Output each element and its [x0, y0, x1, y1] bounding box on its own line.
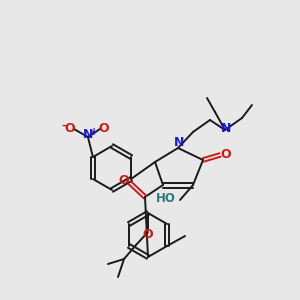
Text: O: O [64, 122, 75, 136]
Text: -: - [61, 121, 66, 131]
Text: N: N [174, 136, 184, 149]
Text: O: O [143, 227, 153, 241]
Text: O: O [221, 148, 231, 161]
Text: HO: HO [156, 191, 176, 205]
Text: +: + [90, 127, 98, 137]
Text: N: N [83, 128, 93, 142]
Text: O: O [99, 122, 109, 136]
Text: N: N [221, 122, 231, 136]
Text: O: O [119, 175, 129, 188]
